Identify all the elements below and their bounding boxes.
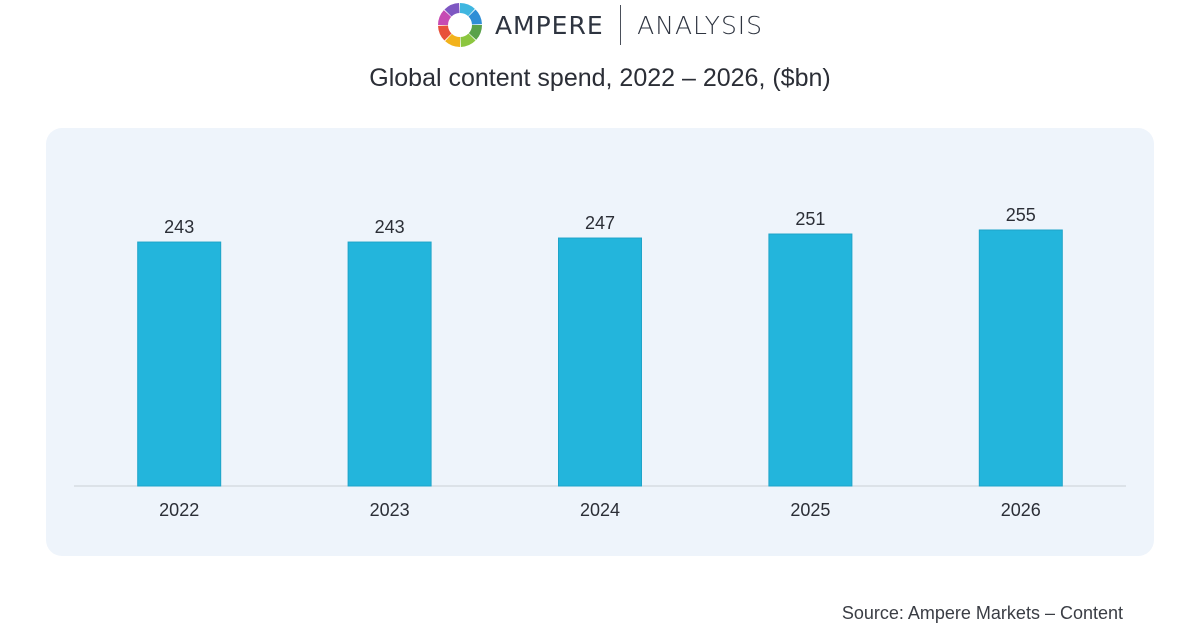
data-label-2026: 255 [1006,205,1036,225]
x-tick-label-2022: 2022 [159,500,199,520]
bar-2024 [558,237,642,487]
segmented-ring-logo-icon [437,3,482,47]
brand-subname: ANALYSIS [637,10,764,40]
bar-2022 [137,241,222,487]
brand-header: AMPERE ANALYSIS [0,0,1200,50]
brand-name: AMPERE [494,10,604,40]
chart-panel: 243 2022 243 2023 247 2024 251 2025 255 2026 [46,128,1154,556]
data-label-2024: 247 [585,213,615,233]
logo-segment [460,33,476,47]
bar-2026 [978,229,1063,487]
data-label-2023: 243 [375,217,405,237]
logo-segment [468,25,482,40]
bar-2025 [768,233,853,487]
logo-segment [444,3,460,17]
bar-2023 [347,241,432,487]
data-label-2025: 251 [795,209,825,229]
bar-chart: 243 2022 243 2023 247 2024 251 2025 255 2026 [74,205,1126,520]
x-tick-label-2026: 2026 [1001,500,1041,520]
logo-segment [459,3,475,17]
data-label-2022: 243 [164,217,194,237]
brand-lockup: AMPERE ANALYSIS [437,2,763,48]
x-tick-label-2025: 2025 [790,500,830,520]
source-note: Source: Ampere Markets – Content [841,603,1123,623]
logo-segment [437,10,452,25]
brand-divider [619,5,622,45]
x-tick-label-2024: 2024 [580,500,620,520]
logo-segment [468,9,482,25]
logo-segment [437,25,452,41]
logo-segment [445,33,460,47]
x-tick-label-2023: 2023 [370,500,410,520]
chart-title: Global content spend, 2022 – 2026, ($bn) [369,64,831,92]
